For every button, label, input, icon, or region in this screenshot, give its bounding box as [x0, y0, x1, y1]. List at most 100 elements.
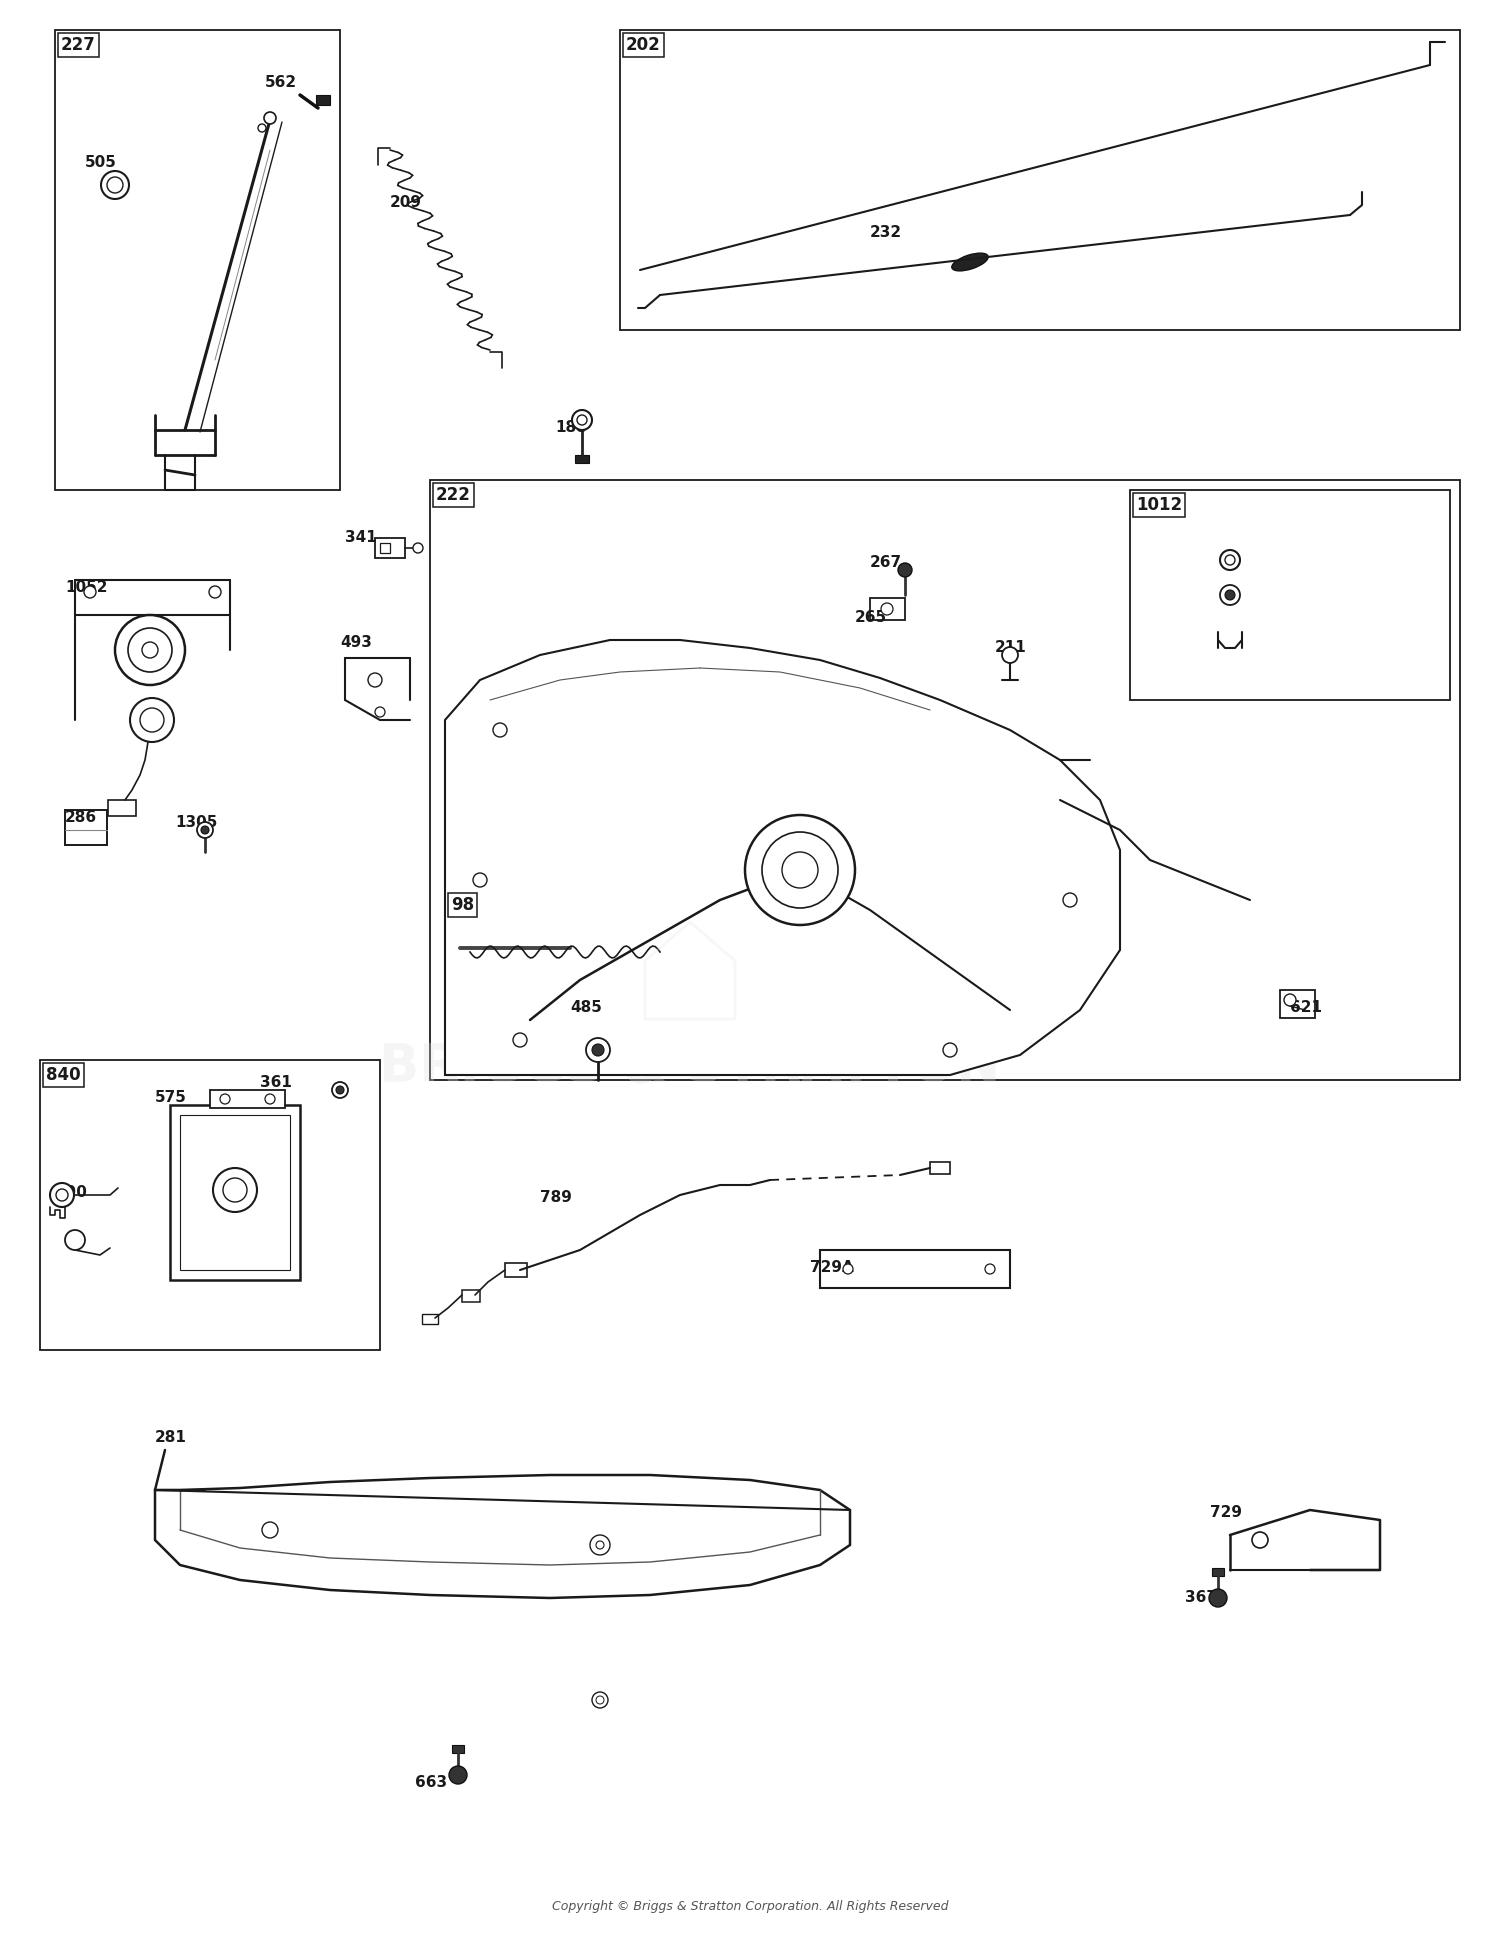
Bar [430, 479, 1460, 1079]
Bar [180, 1114, 290, 1269]
Circle shape [209, 586, 220, 598]
Circle shape [586, 1038, 610, 1062]
Bar [108, 800, 136, 815]
Circle shape [843, 1264, 854, 1273]
Circle shape [130, 699, 174, 741]
Text: 265: 265 [855, 609, 886, 625]
Circle shape [513, 1033, 526, 1046]
Text: 202: 202 [626, 37, 660, 54]
Circle shape [986, 1264, 994, 1273]
Text: 286: 286 [64, 809, 98, 825]
Text: 341: 341 [345, 530, 376, 545]
Circle shape [116, 615, 184, 685]
Bar [1280, 990, 1316, 1017]
Circle shape [1284, 994, 1296, 1005]
Bar [446, 891, 680, 1000]
Text: 227: 227 [62, 37, 96, 54]
Circle shape [266, 1095, 274, 1104]
Text: BRIGGS & STRATTON: BRIGGS & STRATTON [380, 1042, 1000, 1093]
Circle shape [220, 1095, 230, 1104]
Circle shape [880, 604, 892, 615]
Text: 1305: 1305 [176, 815, 217, 831]
Circle shape [142, 642, 158, 658]
Circle shape [213, 1168, 256, 1211]
Bar [821, 1250, 1010, 1289]
Bar [56, 29, 340, 489]
Circle shape [1252, 1531, 1268, 1549]
Bar [316, 95, 330, 105]
Circle shape [262, 1522, 278, 1537]
Circle shape [100, 171, 129, 200]
Bar [1212, 1568, 1224, 1576]
Text: 361: 361 [260, 1075, 292, 1091]
Text: 621: 621 [1290, 1000, 1322, 1015]
Bar [930, 1163, 950, 1174]
Text: 281: 281 [154, 1431, 188, 1444]
Text: 367: 367 [1185, 1590, 1216, 1605]
Text: 789: 789 [540, 1190, 572, 1205]
Circle shape [1220, 584, 1240, 606]
Circle shape [1226, 555, 1234, 565]
Bar [452, 1745, 464, 1753]
Circle shape [944, 1042, 957, 1058]
Text: 990: 990 [56, 1186, 87, 1200]
Circle shape [898, 563, 912, 576]
Text: 493: 493 [340, 635, 372, 650]
Bar [40, 1060, 380, 1351]
Text: 663: 663 [416, 1774, 447, 1790]
Bar [574, 454, 590, 464]
Circle shape [472, 873, 488, 887]
Text: 211: 211 [994, 641, 1026, 654]
Bar [380, 543, 390, 553]
Circle shape [368, 674, 382, 687]
Bar [210, 1091, 285, 1108]
Text: 562: 562 [266, 76, 297, 89]
Bar [64, 809, 106, 844]
Text: 729: 729 [1210, 1504, 1242, 1520]
Text: 267: 267 [870, 555, 901, 571]
Circle shape [56, 1190, 68, 1201]
Bar [1130, 489, 1450, 701]
Circle shape [375, 707, 386, 716]
Text: 232: 232 [870, 225, 901, 241]
Circle shape [578, 415, 586, 425]
Circle shape [1209, 1590, 1227, 1607]
Polygon shape [446, 641, 1120, 1075]
Circle shape [782, 852, 818, 887]
Circle shape [590, 1535, 610, 1555]
Text: 209: 209 [390, 194, 422, 210]
Bar [506, 1264, 526, 1277]
Bar [170, 1104, 300, 1279]
Text: 1012: 1012 [1136, 497, 1182, 514]
Bar [422, 1314, 438, 1324]
Circle shape [224, 1178, 248, 1201]
Bar [375, 538, 405, 557]
Bar [870, 598, 904, 619]
Text: 729A: 729A [810, 1260, 853, 1275]
Circle shape [596, 1696, 604, 1704]
Circle shape [1002, 646, 1019, 664]
Circle shape [1226, 590, 1234, 600]
Circle shape [332, 1081, 348, 1099]
Text: 1052: 1052 [64, 580, 108, 596]
Circle shape [258, 124, 266, 132]
Bar [620, 29, 1460, 330]
Circle shape [84, 586, 96, 598]
Text: 188: 188 [555, 419, 586, 435]
Circle shape [1220, 549, 1240, 571]
Circle shape [106, 177, 123, 192]
Circle shape [1064, 893, 1077, 906]
Text: 505: 505 [86, 155, 117, 171]
Circle shape [140, 708, 164, 732]
Text: 485: 485 [570, 1000, 602, 1015]
Circle shape [64, 1231, 86, 1250]
Ellipse shape [952, 252, 988, 272]
Circle shape [336, 1087, 344, 1095]
Text: 222: 222 [436, 485, 471, 505]
Circle shape [50, 1182, 74, 1207]
Circle shape [596, 1541, 604, 1549]
Text: Copyright © Briggs & Stratton Corporation. All Rights Reserved: Copyright © Briggs & Stratton Corporatio… [552, 1900, 948, 1912]
Circle shape [413, 543, 423, 553]
Circle shape [572, 410, 592, 431]
Circle shape [196, 821, 213, 839]
